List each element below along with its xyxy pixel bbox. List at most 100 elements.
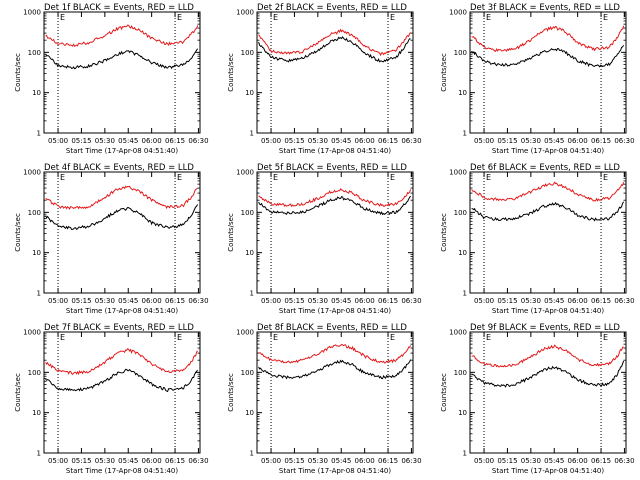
x-tick-label: 06:30 (614, 137, 634, 145)
y-tick-label: 1 (463, 290, 467, 298)
x-tick-label: 05:30 (95, 457, 115, 465)
x-tick-label: 06:15 (591, 297, 611, 305)
eclipse-marker-label: E (177, 13, 182, 22)
lld-series-line (471, 25, 625, 52)
y-tick-label: 10 (245, 409, 254, 417)
x-tick-label: 05:45 (544, 457, 564, 465)
events-series-line (45, 368, 199, 393)
lld-series-line (45, 348, 199, 376)
eclipse-marker-label: E (603, 333, 608, 342)
y-tick-label: 1 (463, 130, 467, 138)
plot-frame (43, 331, 201, 454)
x-tick-label: 05:45 (118, 297, 138, 305)
detector-panel-5: Det 5f BLACK = Events, RED = LLD 1 10 100 10… (213, 160, 426, 320)
detector-panel-6: Det 6f BLACK = Events, RED = LLD 1 10 100 10… (426, 160, 639, 320)
x-tick-label: 05:30 (308, 137, 328, 145)
x-tick-label: 06:30 (401, 137, 421, 145)
x-tick-label: 06:00 (142, 137, 162, 145)
x-tick-label: 06:00 (355, 297, 375, 305)
x-axis-label: Start Time (17-Apr-08 04:51:40) (279, 307, 391, 315)
eclipse-marker-label: E (390, 13, 395, 22)
y-tick-label: 10 (32, 409, 41, 417)
lld-series-line (258, 28, 411, 57)
x-axis-label: Start Time (17-Apr-08 04:51:40) (279, 467, 391, 475)
y-tick-label: 1000 (236, 9, 254, 17)
x-tick-label: 06:15 (165, 457, 185, 465)
x-tick-label: 05:45 (544, 297, 564, 305)
events-series-line (258, 195, 411, 216)
x-tick-label: 06:30 (401, 457, 421, 465)
x-tick-label: 06:30 (614, 297, 634, 305)
eclipse-marker-label: E (273, 13, 278, 22)
y-tick-label: 1000 (23, 329, 41, 337)
x-tick-label: 05:00 (261, 297, 281, 305)
events-series-line (45, 204, 199, 231)
x-tick-label: 06:00 (355, 137, 375, 145)
y-axis-label: Counts/sec (14, 213, 22, 252)
x-tick-label: 05:45 (118, 457, 138, 465)
plot-frame (256, 11, 414, 134)
chart-title: Det 6f BLACK = Events, RED = LLD (470, 163, 620, 173)
x-tick-label: 05:15 (284, 297, 304, 305)
y-tick-label: 100 (454, 209, 467, 217)
x-tick-label: 05:45 (331, 137, 351, 145)
y-tick-label: 1000 (236, 329, 254, 337)
x-tick-label: 05:45 (544, 137, 564, 145)
chart-svg: Det 5f BLACK = Events, RED = LLD 1 10 100 10… (227, 163, 422, 315)
x-tick-label: 05:00 (261, 457, 281, 465)
detector-panel-3: Det 3f BLACK = Events, RED = LLD 1 10 100 10… (426, 0, 639, 160)
events-series-line (471, 201, 625, 222)
x-tick-label: 05:15 (497, 457, 517, 465)
x-tick-label: 05:15 (497, 137, 517, 145)
y-tick-label: 1000 (449, 169, 467, 177)
x-tick-label: 05:45 (331, 297, 351, 305)
x-tick-label: 06:00 (568, 457, 588, 465)
x-tick-label: 06:30 (188, 137, 208, 145)
x-tick-label: 06:00 (355, 457, 375, 465)
eclipse-marker-label: E (273, 173, 278, 182)
x-tick-label: 06:30 (614, 457, 634, 465)
eclipse-marker-label: E (60, 333, 65, 342)
y-tick-label: 10 (458, 89, 467, 97)
x-tick-label: 05:00 (48, 297, 68, 305)
x-tick-label: 05:00 (261, 137, 281, 145)
x-tick-label: 06:15 (165, 297, 185, 305)
chart-svg: Det 9f BLACK = Events, RED = LLD 1 10 100 10… (440, 323, 635, 475)
plot-frame (469, 331, 627, 454)
eclipse-marker-label: E (486, 333, 491, 342)
x-tick-label: 06:15 (165, 137, 185, 145)
y-axis-label: Counts/sec (14, 373, 22, 412)
x-axis-label: Start Time (17-Apr-08 04:51:40) (279, 147, 391, 155)
x-tick-label: 05:15 (71, 297, 91, 305)
y-tick-label: 1000 (23, 9, 41, 17)
x-axis-label: Start Time (17-Apr-08 04:51:40) (66, 147, 178, 155)
y-axis-label: Counts/sec (440, 373, 448, 412)
detector-panel-7: Det 7f BLACK = Events, RED = LLD 1 10 100 10… (0, 320, 213, 480)
events-series-line (45, 48, 199, 70)
eclipse-marker-label: E (60, 173, 65, 182)
x-tick-label: 05:15 (71, 137, 91, 145)
chart-svg: Det 1f BLACK = Events, RED = LLD 1 10 100 10… (14, 3, 209, 155)
events-series-line (471, 44, 625, 68)
y-tick-label: 100 (241, 49, 254, 57)
plot-frame (469, 11, 627, 134)
x-tick-label: 05:15 (497, 297, 517, 305)
chart-title: Det 1f BLACK = Events, RED = LLD (44, 3, 194, 13)
x-tick-label: 06:00 (142, 457, 162, 465)
x-tick-label: 05:00 (474, 457, 494, 465)
detector-panel-9: Det 9f BLACK = Events, RED = LLD 1 10 100 10… (426, 320, 639, 480)
eclipse-marker-label: E (177, 173, 182, 182)
x-tick-label: 05:00 (48, 457, 68, 465)
y-tick-label: 100 (454, 369, 467, 377)
y-tick-label: 1 (250, 290, 254, 298)
x-tick-label: 05:45 (331, 457, 351, 465)
x-tick-label: 06:30 (188, 297, 208, 305)
y-tick-label: 10 (32, 89, 41, 97)
detector-panel-4: Det 4f BLACK = Events, RED = LLD 1 10 100 10… (0, 160, 213, 320)
detector-panel-1: Det 1f BLACK = Events, RED = LLD 1 10 100 10… (0, 0, 213, 160)
x-tick-label: 05:30 (521, 137, 541, 145)
y-tick-label: 1 (250, 450, 254, 458)
y-tick-label: 1 (250, 130, 254, 138)
x-tick-label: 05:45 (118, 137, 138, 145)
